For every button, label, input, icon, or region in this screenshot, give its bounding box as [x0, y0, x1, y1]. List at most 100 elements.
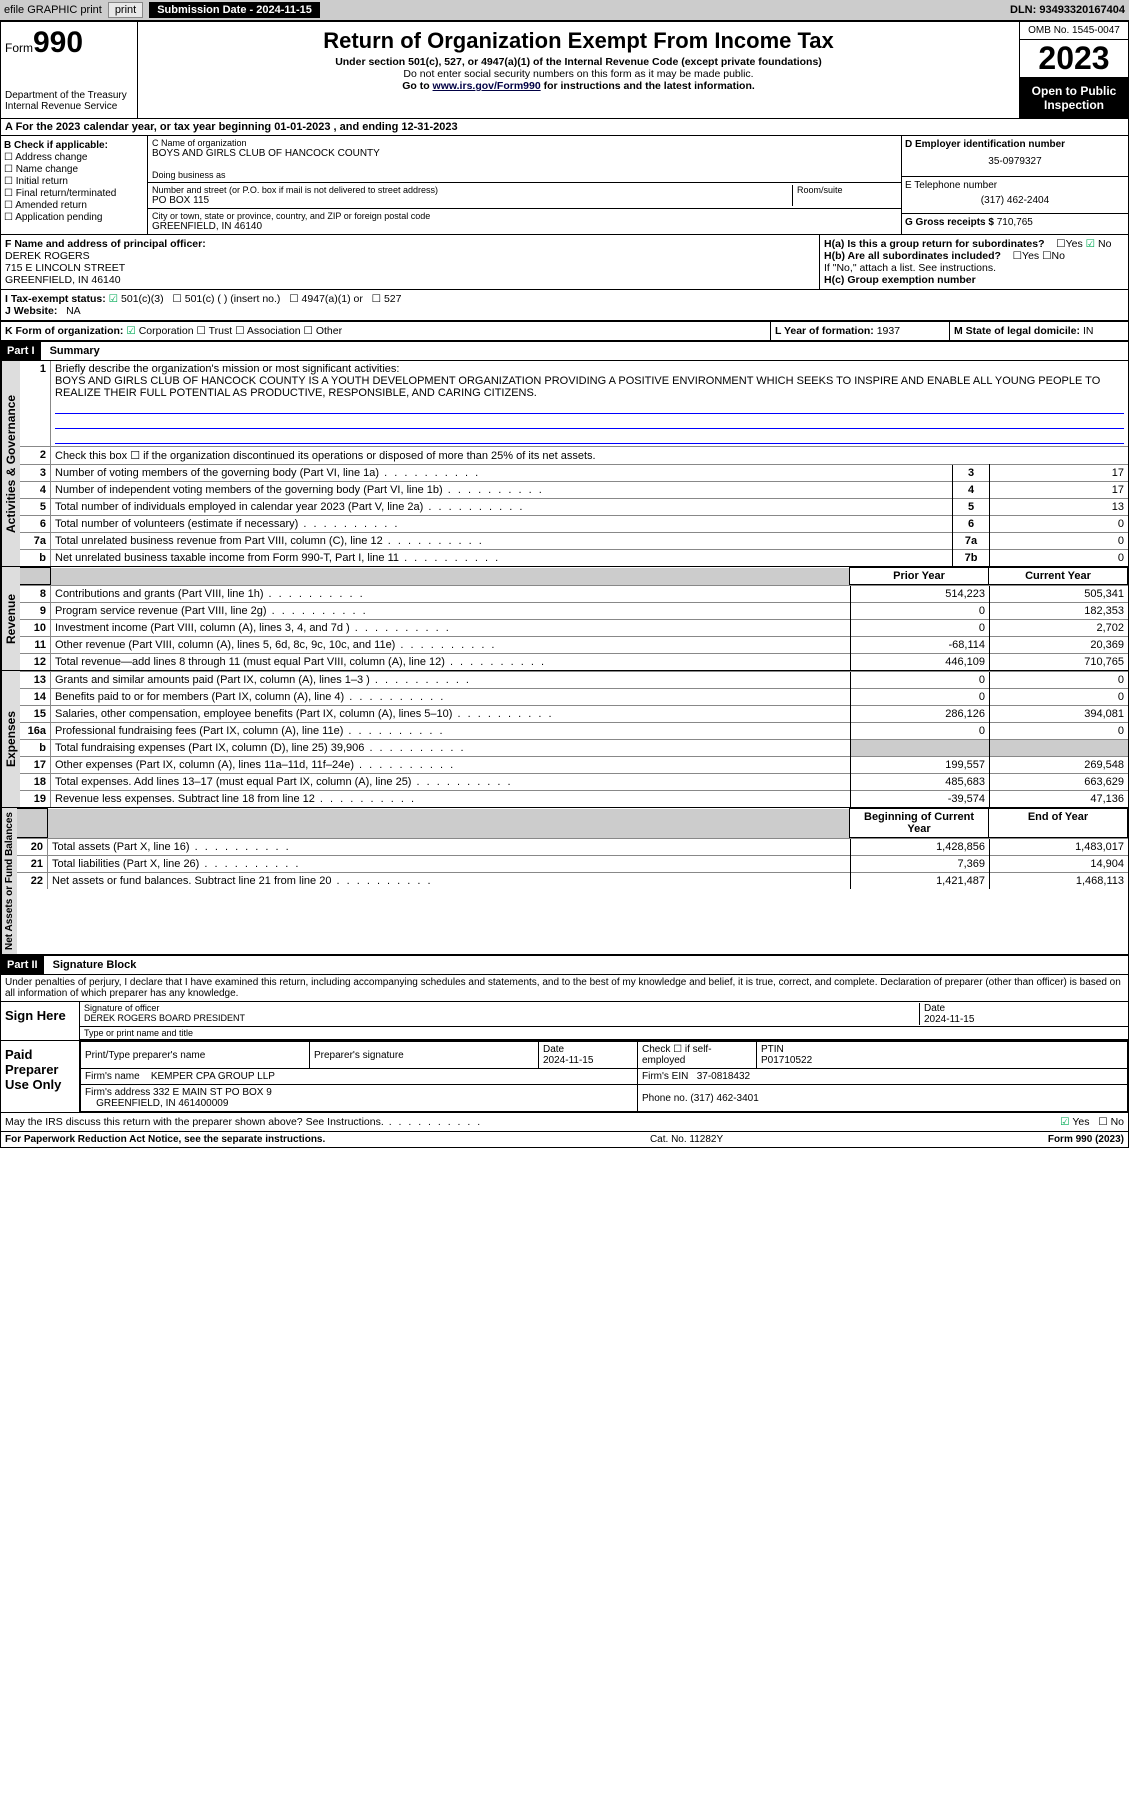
- chk-4947[interactable]: [289, 293, 301, 305]
- ptin: P01710522: [761, 1055, 812, 1066]
- table-row: bTotal fundraising expenses (Part IX, co…: [20, 740, 1128, 757]
- table-row: 5Total number of individuals employed in…: [20, 499, 1128, 516]
- addr-label: Number and street (or P.O. box if mail i…: [152, 185, 792, 195]
- principal-officer: F Name and address of principal officer:…: [1, 235, 819, 289]
- column-d-e-g: D Employer identification number 35-0979…: [902, 136, 1128, 234]
- chk-other[interactable]: [303, 325, 315, 337]
- chk-amended[interactable]: Amended return: [4, 200, 144, 211]
- table-row: bNet unrelated business taxable income f…: [20, 550, 1128, 567]
- officer-name: DEREK ROGERS BOARD PRESIDENT: [84, 1013, 245, 1023]
- part1-header: Part I Summary: [1, 341, 1128, 361]
- topbar: efile GRAPHIC print print Submission Dat…: [0, 0, 1129, 21]
- chk-discuss-yes[interactable]: [1060, 1116, 1072, 1128]
- print-button[interactable]: print: [108, 2, 143, 18]
- perjury-statement: Under penalties of perjury, I declare th…: [1, 975, 1128, 1002]
- table-row: 14Benefits paid to or for members (Part …: [20, 689, 1128, 706]
- form-ref: Form 990 (2023): [1048, 1134, 1124, 1145]
- ein: 35-0979327: [905, 150, 1125, 173]
- website: NA: [66, 305, 81, 317]
- row-i-j: I Tax-exempt status: 501(c)(3) 501(c) ( …: [1, 290, 1128, 322]
- year-formation: 1937: [877, 325, 900, 337]
- chk-final-return[interactable]: Final return/terminated: [4, 188, 144, 199]
- chk-assoc[interactable]: [235, 325, 247, 337]
- subtitle-3: Go to www.irs.gov/Form990 for instructio…: [142, 80, 1015, 92]
- column-c: C Name of organization BOYS AND GIRLS CL…: [148, 136, 902, 234]
- header-right: OMB No. 1545-0047 2023 Open to Public In…: [1019, 22, 1128, 118]
- group-return: H(a) Is this a group return for subordin…: [819, 235, 1128, 289]
- submission-date: Submission Date - 2024-11-15: [149, 2, 320, 18]
- subtitle-2: Do not enter social security numbers on …: [142, 68, 1015, 80]
- table-row: 12Total revenue—add lines 8 through 11 (…: [20, 654, 1128, 671]
- table-row: 21Total liabilities (Part X, line 26)7,3…: [17, 856, 1128, 873]
- form-title: Return of Organization Exempt From Incom…: [142, 28, 1015, 54]
- row-a-tax-year: A For the 2023 calendar year, or tax yea…: [1, 119, 1128, 136]
- table-row: 8Contributions and grants (Part VIII, li…: [20, 586, 1128, 603]
- chk-discuss-no[interactable]: [1098, 1116, 1110, 1128]
- chk-501c[interactable]: [172, 293, 184, 305]
- table-row: 20Total assets (Part X, line 16)1,428,85…: [17, 839, 1128, 856]
- efile-label: efile GRAPHIC print: [4, 4, 102, 16]
- firm-name: KEMPER CPA GROUP LLP: [151, 1071, 275, 1082]
- netassets-section: Net Assets or Fund Balances Beginning of…: [1, 808, 1128, 955]
- header-left: Form990 Department of the Treasury Inter…: [1, 22, 138, 118]
- form-word: Form: [5, 41, 33, 55]
- form-container: Form990 Department of the Treasury Inter…: [0, 21, 1129, 1148]
- col-b-header: B Check if applicable:: [4, 140, 144, 151]
- header-center: Return of Organization Exempt From Incom…: [138, 22, 1019, 118]
- form-header: Form990 Department of the Treasury Inter…: [1, 22, 1128, 119]
- paid-preparer-block: Paid Preparer Use Only Print/Type prepar…: [1, 1041, 1128, 1113]
- table-row: 6Total number of volunteers (estimate if…: [20, 516, 1128, 533]
- chk-initial-return[interactable]: Initial return: [4, 176, 144, 187]
- table-row: 18Total expenses. Add lines 13–17 (must …: [20, 774, 1128, 791]
- irs-label: Internal Revenue Service: [5, 101, 133, 112]
- irs-link[interactable]: www.irs.gov/Form990: [433, 80, 541, 92]
- column-b: B Check if applicable: Address change Na…: [1, 136, 148, 234]
- table-row: 19Revenue less expenses. Subtract line 1…: [20, 791, 1128, 808]
- org-name-label: C Name of organization: [152, 138, 897, 148]
- chk-corp[interactable]: [126, 325, 138, 337]
- paperwork-notice: For Paperwork Reduction Act Notice, see …: [5, 1134, 325, 1145]
- chk-501c3[interactable]: [109, 293, 121, 305]
- chk-pending[interactable]: Application pending: [4, 212, 144, 223]
- table-row: 16aProfessional fundraising fees (Part I…: [20, 723, 1128, 740]
- phone-label: E Telephone number: [905, 180, 1125, 191]
- city-label: City or town, state or province, country…: [152, 211, 897, 221]
- table-row: 15Salaries, other compensation, employee…: [20, 706, 1128, 723]
- omb-number: OMB No. 1545-0047: [1020, 22, 1128, 40]
- netassets-label: Net Assets or Fund Balances: [1, 808, 17, 954]
- room-label: Room/suite: [797, 185, 897, 195]
- addr: PO BOX 115: [152, 195, 792, 206]
- tax-year: 2023: [1020, 40, 1128, 78]
- table-row: 3Number of voting members of the governi…: [20, 465, 1128, 482]
- firm-phone: (317) 462-3401: [690, 1093, 758, 1104]
- subtitle-1: Under section 501(c), 527, or 4947(a)(1)…: [142, 56, 1015, 68]
- gross-receipts: G Gross receipts $ 710,765: [905, 217, 1125, 228]
- row-k-l-m: K Form of organization: Corporation Trus…: [1, 322, 1128, 341]
- table-row: 13Grants and similar amounts paid (Part …: [20, 672, 1128, 689]
- ein-label: D Employer identification number: [905, 139, 1125, 150]
- firm-ein: 37-0818432: [697, 1071, 750, 1082]
- form-number: 990: [33, 26, 83, 59]
- phone: (317) 462-2404: [905, 191, 1125, 210]
- table-row: 10Investment income (Part VIII, column (…: [20, 620, 1128, 637]
- revenue-section: Revenue Prior Year Current Year 8Contrib…: [1, 567, 1128, 671]
- dept-treasury: Department of the Treasury: [5, 90, 133, 101]
- paid-preparer-label: Paid Preparer Use Only: [1, 1041, 80, 1112]
- cat-no: Cat. No. 11282Y: [325, 1134, 1048, 1145]
- mission-text: BOYS AND GIRLS CLUB OF HANCOCK COUNTY IS…: [55, 375, 1100, 399]
- form-footer: For Paperwork Reduction Act Notice, see …: [1, 1132, 1128, 1147]
- governance-section: Activities & Governance 1 Briefly descri…: [1, 361, 1128, 567]
- irs-discuss-row: May the IRS discuss this return with the…: [1, 1113, 1128, 1132]
- org-name: BOYS AND GIRLS CLUB OF HANCOCK COUNTY: [152, 148, 897, 159]
- table-row: 9Program service revenue (Part VIII, lin…: [20, 603, 1128, 620]
- part2-header: Part II Signature Block: [1, 955, 1128, 975]
- dln: DLN: 93493320167404: [1010, 4, 1125, 16]
- chk-name-change[interactable]: Name change: [4, 164, 144, 175]
- chk-527[interactable]: [372, 293, 384, 305]
- inspection-notice: Open to Public Inspection: [1020, 78, 1128, 118]
- section-b-to-g: B Check if applicable: Address change Na…: [1, 136, 1128, 235]
- row-f-h: F Name and address of principal officer:…: [1, 235, 1128, 290]
- chk-trust[interactable]: [196, 325, 208, 337]
- expenses-section: Expenses 13Grants and similar amounts pa…: [1, 671, 1128, 808]
- chk-address-change[interactable]: Address change: [4, 152, 144, 163]
